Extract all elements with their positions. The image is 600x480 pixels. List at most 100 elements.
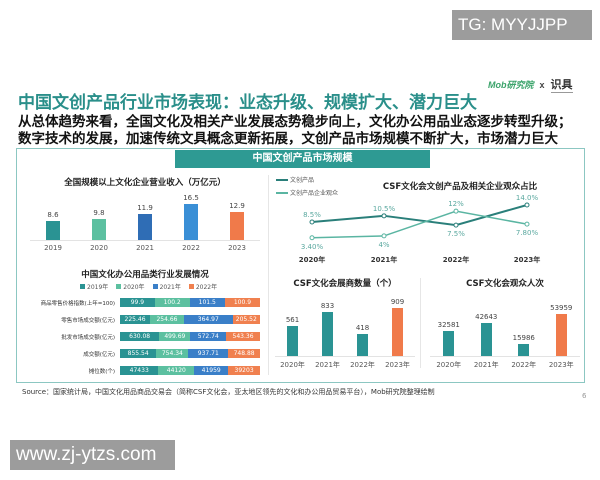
- legend-swatch: [188, 284, 194, 289]
- data-label: 16.5: [183, 194, 199, 202]
- visitor-chart: 32581 2020年 42643 2021年 15986 2022年 53959 2023年: [430, 290, 580, 372]
- x-tick-label: 2023年: [385, 361, 410, 369]
- data-label: 15986: [512, 333, 535, 342]
- x-tick-label: 2019: [44, 244, 62, 252]
- subtitle-line-2: 数字技术的发展，加速传统文具概念更新拓展，文创产品市场规模不断扩大，市场潜力巨大: [18, 131, 558, 147]
- series-line: [311, 210, 528, 239]
- watermark-bottom: www.zj-ytzs.com: [10, 440, 175, 470]
- data-label: 12%: [448, 200, 464, 208]
- data-label: 833: [320, 302, 335, 310]
- office-chart: 商品零售价格指数(上年=100) 99.9 100.2 101.5 100.9 零售市场成…: [20, 295, 260, 380]
- x-tick-label: 2022年: [443, 255, 469, 264]
- bar: [357, 333, 368, 356]
- legend-line-icon: [276, 191, 288, 194]
- x-tick-label: 2020年: [299, 255, 325, 264]
- x-tick-label: 2022年: [350, 361, 375, 369]
- ratio-chart-legend: 文创产品文创产品企业观众: [276, 175, 338, 201]
- data-label: 7.80%: [516, 229, 539, 237]
- legend-label: 文创产品企业观众: [290, 190, 339, 197]
- revenue-chart: 8.6 2019 9.8 2020 11.9 2021 16.5 2022 12.9 2023: [30, 190, 260, 260]
- watermark-top: TG: MYYJJPP: [452, 10, 592, 40]
- logo-x: x: [539, 79, 545, 90]
- x-tick-label: 2022: [182, 244, 200, 252]
- office-chart-title: 中国文化办公用品类行业发展情况: [81, 270, 209, 280]
- ratio-chart: 8.5% 10.5% 7.5% 14.0% 3.40% 4% 12% 7.80% 2020年 20…: [299, 194, 540, 264]
- revenue-chart-title: 全国规模以上文化企业营业收入（万亿元）: [64, 178, 226, 188]
- x-tick-label: 2021年: [473, 361, 499, 369]
- bar-segment: 100.9: [224, 298, 260, 307]
- bar-segment: 543.36: [226, 332, 260, 341]
- data-label: 7.5%: [447, 230, 465, 238]
- data-point: [524, 202, 530, 208]
- data-point: [453, 222, 459, 228]
- x-tick-label: 2023年: [514, 255, 540, 264]
- data-label: 4%: [378, 241, 389, 249]
- bar-segment: 499.69: [159, 332, 191, 341]
- data-point: [453, 208, 459, 214]
- data-label: 11.9: [137, 204, 153, 213]
- legend-line-icon: [276, 178, 288, 181]
- bar: [443, 330, 455, 356]
- divider: [420, 278, 421, 368]
- bar: [555, 314, 567, 356]
- bar-segment: 748.88: [228, 349, 260, 358]
- bar-segment: 364.97: [183, 315, 233, 324]
- legend-item: 2021年: [152, 282, 181, 291]
- page-number: 6: [582, 392, 587, 400]
- legend-label: 2022年: [195, 284, 218, 291]
- bar: [480, 322, 492, 356]
- data-label: 53959: [550, 304, 573, 312]
- legend-label: 2021年: [159, 284, 181, 291]
- x-tick-label: 2021年: [315, 361, 340, 369]
- bar-segment: 630.08: [120, 332, 160, 341]
- bar-segment: 254.66: [150, 315, 184, 324]
- x-tick-label: 2022年: [511, 361, 537, 369]
- legend-swatch: [80, 284, 85, 289]
- data-label: 909: [390, 298, 405, 306]
- bar-segment: 47433: [120, 366, 159, 375]
- bar: [392, 308, 403, 356]
- bar: [184, 204, 198, 240]
- legend-swatch: [116, 284, 122, 289]
- visitor-chart-title: CSF文化会观众人次: [466, 279, 544, 289]
- data-point: [309, 219, 315, 225]
- legend-label: 文创产品: [290, 177, 315, 184]
- bar-segment: 44120: [158, 366, 195, 375]
- bar-segment: 855.54: [120, 349, 157, 358]
- mob-logo: Mob研究院: [488, 80, 534, 90]
- bar: [518, 343, 530, 356]
- bar: [287, 326, 298, 356]
- bar-segment: 754.34: [156, 349, 189, 358]
- divider: [268, 175, 269, 375]
- data-label: 14.0%: [516, 194, 539, 202]
- subtitle-line-1: 从总体趋势来看，全国文化及相关产业发展态势稳步向上，文化办公用品业态逐步转型升级…: [18, 114, 572, 130]
- x-tick-label: 2020: [90, 244, 108, 252]
- bar: [92, 218, 106, 240]
- legend-item: 文创产品: [276, 175, 338, 184]
- bar: [138, 214, 152, 240]
- panel-title: 中国文创产品市场规模: [175, 150, 430, 168]
- legend-item: 2020年: [116, 282, 145, 291]
- source-note: Source：国家统计局，中国文化用品商品交易会（简称CSF文化会，亚太地区领先…: [22, 388, 435, 396]
- bar-segment: 41959: [194, 366, 229, 375]
- bar-segment: 205.52: [232, 315, 260, 324]
- data-label: 10.5%: [373, 205, 396, 213]
- data-label: 3.40%: [301, 243, 324, 251]
- x-tick-label: 2021: [136, 244, 154, 252]
- x-tick-label: 2020年: [280, 361, 305, 369]
- row-label: 摊位数(个): [88, 369, 115, 375]
- legend-item: 2022年: [188, 282, 218, 291]
- data-point: [524, 221, 530, 227]
- partner-logo: 识具: [550, 76, 573, 93]
- data-label: 42643: [475, 312, 498, 321]
- data-label: 8.6: [47, 211, 59, 220]
- data-point: [381, 213, 387, 219]
- data-point: [381, 233, 387, 239]
- bar-segment: 100.2: [154, 298, 190, 307]
- bar: [322, 312, 333, 356]
- data-point: [309, 235, 315, 241]
- chart-panel: [16, 148, 585, 383]
- row-label: 商品零售价格指数(上年=100): [40, 301, 115, 307]
- baseline: [30, 240, 260, 241]
- ratio-chart-title: CSF文化会文创产品及相关企业观众占比: [382, 182, 538, 192]
